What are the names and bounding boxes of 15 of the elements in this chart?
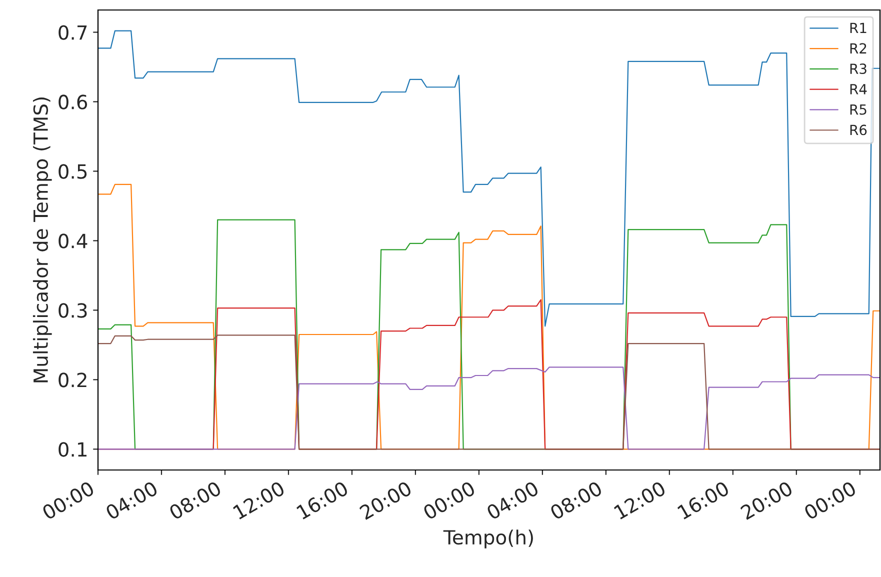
y-tick-label: 0.4 xyxy=(58,234,88,248)
y-tick-label: 0.2 xyxy=(58,372,86,388)
legend-label: R6 xyxy=(850,124,867,136)
y-tick-label: 0.1 xyxy=(58,442,86,457)
y-tick-label: 0.7 xyxy=(58,25,87,40)
y-tick-label: 0.6 xyxy=(58,94,88,110)
legend-label: R5 xyxy=(850,104,866,115)
y-tick-label: 0.5 xyxy=(58,164,87,179)
y-axis-title: Multiplicador de Tempo (TMS) xyxy=(32,98,52,382)
legend-label: R1 xyxy=(850,22,866,34)
legend-label: R3 xyxy=(850,64,866,74)
y-tick-label: 0.3 xyxy=(58,303,87,318)
legend-label: R4 xyxy=(850,84,867,94)
x-axis-title: Tempo(h) xyxy=(443,530,533,548)
legend-label: R2 xyxy=(850,43,866,54)
